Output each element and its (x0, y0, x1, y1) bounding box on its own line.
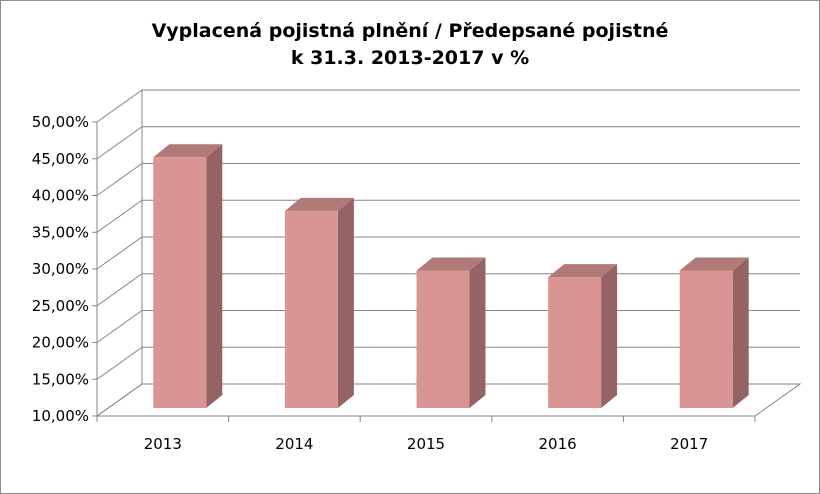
y-tick-label: 15,00% (32, 370, 89, 388)
chart-title-line-2: k 31.3. 2013-2017 v % (290, 47, 530, 69)
gridline (96, 236, 800, 270)
gridline (96, 199, 800, 233)
x-tick-label: 2016 (539, 435, 577, 453)
bar-front (153, 157, 207, 408)
bar-front (416, 270, 470, 408)
gridline (96, 163, 800, 196)
bar-top (548, 264, 618, 278)
bar-top (284, 197, 354, 211)
x-axis-labels: 2013 2014 2015 2016 2017 (144, 435, 709, 453)
y-axis-labels: 10,00% 15,00% 20,00% 25,00% 30,00% 35,00% 40,0… (32, 113, 89, 425)
bar-front (548, 277, 602, 408)
y-tick-label: 25,00% (32, 297, 89, 315)
bar-top (153, 144, 223, 158)
chart-bars (153, 144, 749, 408)
bar-2014 (284, 197, 354, 408)
y-tick-label: 10,00% (32, 407, 89, 425)
bar-front (284, 210, 338, 408)
bar-side (337, 197, 354, 408)
gridline (96, 89, 800, 123)
bar-top (416, 257, 486, 271)
y-tick-label: 50,00% (32, 113, 89, 131)
y-tick-label: 35,00% (32, 223, 89, 241)
y-tick-label: 45,00% (32, 150, 89, 168)
bar-side (469, 257, 486, 408)
bar-front (679, 270, 733, 408)
x-tick-label: 2015 (407, 435, 445, 453)
chart-title-line-1: Vyplacená pojistná plnění / Předepsané p… (151, 20, 669, 42)
x-tick-label: 2014 (275, 435, 313, 453)
bar-2017 (679, 257, 749, 408)
bar-side (206, 144, 223, 408)
bar-2015 (416, 257, 486, 408)
bar-top (679, 257, 749, 271)
bar-2016 (548, 264, 618, 408)
bar-side (601, 264, 618, 408)
y-tick-label: 40,00% (32, 187, 89, 205)
y-tick-label: 30,00% (32, 260, 89, 278)
bar-2013 (153, 144, 223, 408)
bar-side (732, 257, 749, 408)
chart-title: Vyplacená pojistná plnění / Předepsané p… (0, 18, 820, 72)
y-tick-label: 20,00% (32, 334, 89, 352)
gridline (96, 126, 800, 160)
x-tick-label: 2017 (670, 435, 708, 453)
x-tick-label: 2013 (144, 435, 182, 453)
